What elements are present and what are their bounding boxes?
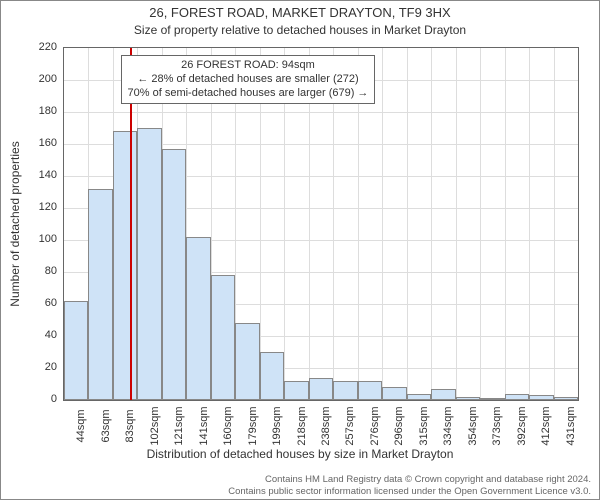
x-tick-label: 334sqm: [442, 406, 454, 445]
x-tick-label: 315sqm: [418, 406, 430, 445]
x-tick-label: 141sqm: [198, 406, 210, 445]
histogram-bar: [284, 381, 308, 400]
histogram-bar: [554, 397, 578, 400]
x-tick-label: 44sqm: [75, 409, 87, 442]
gridline-h: [64, 112, 578, 113]
plot-area: 26 FOREST ROAD: 94sqm← 28% of detached h…: [63, 47, 579, 401]
histogram-bar: [358, 381, 382, 400]
x-tick-label: 160sqm: [222, 406, 234, 445]
y-tick-label: 100: [39, 233, 57, 245]
gridline-v: [456, 48, 457, 400]
gridline-v: [382, 48, 383, 400]
gridline-v: [407, 48, 408, 400]
x-tick-label: 276sqm: [369, 406, 381, 445]
x-tick-label: 179sqm: [247, 406, 259, 445]
histogram-bar: [88, 189, 112, 400]
annotation-box: 26 FOREST ROAD: 94sqm← 28% of detached h…: [121, 55, 376, 104]
histogram-bar: [64, 301, 88, 400]
histogram-bar: [431, 389, 455, 400]
histogram-bar: [162, 149, 186, 400]
x-tick-label: 412sqm: [540, 406, 552, 445]
gridline-v: [431, 48, 432, 400]
gridline-v: [529, 48, 530, 400]
histogram-bar: [382, 387, 406, 400]
gridline-v: [554, 48, 555, 400]
x-tick-label: 431sqm: [565, 406, 577, 445]
y-tick-label: 200: [39, 73, 57, 85]
x-tick-label: 83sqm: [124, 409, 136, 442]
y-tick-label: 80: [45, 265, 57, 277]
y-tick-label: 40: [45, 329, 57, 341]
histogram-bar: [113, 131, 137, 400]
annotation-line: 26 FOREST ROAD: 94sqm: [128, 59, 369, 73]
footer-line-1: Contains HM Land Registry data © Crown c…: [265, 474, 591, 485]
footer-line-2: Contains public sector information licen…: [228, 486, 591, 497]
x-axis-title: Distribution of detached houses by size …: [1, 447, 599, 461]
x-tick-label: 238sqm: [320, 406, 332, 445]
x-tick-label: 373sqm: [491, 406, 503, 445]
annotation-line: ← 28% of detached houses are smaller (27…: [128, 73, 369, 87]
y-tick-label: 120: [39, 201, 57, 213]
histogram-bar: [137, 128, 161, 400]
histogram-bar: [529, 395, 553, 400]
x-tick-label: 63sqm: [100, 409, 112, 442]
y-axis-tick-labels: 020406080100120140160180200220: [1, 47, 59, 401]
x-tick-label: 121sqm: [173, 406, 185, 445]
attribution-footer: Contains HM Land Registry data © Crown c…: [1, 474, 599, 497]
page-title-1: 26, FOREST ROAD, MARKET DRAYTON, TF9 3HX: [1, 5, 599, 20]
histogram-bar: [211, 275, 235, 400]
x-tick-label: 257sqm: [344, 406, 356, 445]
histogram-bar: [235, 323, 259, 400]
histogram-bar: [309, 378, 333, 400]
y-tick-label: 0: [51, 393, 57, 405]
histogram-bar: [456, 397, 480, 400]
histogram-bar: [260, 352, 284, 400]
gridline-v: [505, 48, 506, 400]
y-tick-label: 180: [39, 105, 57, 117]
histogram-bar: [505, 394, 529, 400]
histogram-bar: [333, 381, 357, 400]
y-tick-label: 20: [45, 361, 57, 373]
x-tick-label: 218sqm: [296, 406, 308, 445]
x-tick-label: 199sqm: [271, 406, 283, 445]
chart-container: 26, FOREST ROAD, MARKET DRAYTON, TF9 3HX…: [0, 0, 600, 500]
x-tick-label: 392sqm: [516, 406, 528, 445]
x-tick-label: 102sqm: [149, 406, 161, 445]
histogram-bar: [480, 398, 504, 400]
y-tick-label: 140: [39, 169, 57, 181]
y-tick-label: 60: [45, 297, 57, 309]
y-tick-label: 220: [39, 41, 57, 53]
histogram-bar: [407, 394, 431, 400]
x-tick-label: 296sqm: [393, 406, 405, 445]
x-tick-label: 354sqm: [467, 406, 479, 445]
histogram-bar: [186, 237, 210, 400]
gridline-v: [480, 48, 481, 400]
annotation-line: 70% of semi-detached houses are larger (…: [128, 87, 369, 101]
page-title-2: Size of property relative to detached ho…: [1, 23, 599, 37]
y-tick-label: 160: [39, 137, 57, 149]
